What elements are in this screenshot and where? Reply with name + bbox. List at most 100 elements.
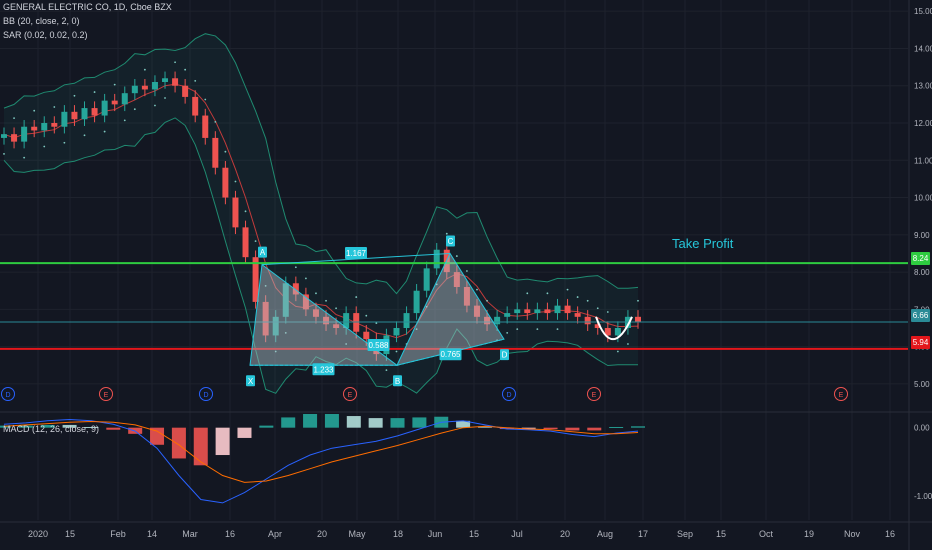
macd-y-tick-label: -1.00: [914, 492, 932, 501]
pattern-ratio-box: [345, 247, 367, 260]
macd-histogram-bar: [193, 427, 208, 466]
sar-dot: [476, 288, 478, 291]
rounding-bottom-arc: [595, 316, 633, 340]
sar-dot: [556, 328, 559, 331]
sar-dot: [536, 328, 539, 331]
macd-histogram-bar: [390, 418, 405, 428]
pattern-point-label-box: [258, 246, 267, 258]
macd-legend: MACD (12, 26, close, 9): [3, 424, 100, 434]
y-tick-label: 8.00: [914, 268, 930, 277]
sar-dot: [103, 130, 106, 133]
candle: [1, 134, 7, 138]
macd-histogram-bar: [543, 427, 558, 430]
sar-dot: [637, 299, 639, 302]
candle: [282, 283, 289, 317]
sar-dot: [576, 296, 579, 298]
candle: [31, 126, 38, 131]
pattern-ratio-label: 1.233: [313, 365, 334, 374]
candle: [514, 309, 521, 314]
macd-histogram-bar: [521, 427, 536, 429]
bollinger-basis: [3, 83, 639, 339]
pattern-point-label-box: [500, 349, 509, 361]
candle: [252, 257, 259, 302]
candle: [403, 313, 410, 328]
event-marker: [343, 387, 357, 401]
macd-histogram-bar: [259, 425, 274, 428]
candle: [463, 287, 470, 306]
sar-dot: [13, 117, 15, 120]
y-tick-label: 10.00: [914, 194, 932, 203]
macd-histogram-bar: [62, 424, 77, 428]
x-tick-label: 14: [147, 529, 157, 539]
macd-histogram-bar: [368, 418, 383, 428]
sar-dot: [305, 277, 307, 280]
candle: [524, 309, 531, 314]
sar-dot: [154, 104, 156, 107]
pattern-point-label-box: [246, 375, 255, 387]
macd-histogram-bar: [609, 426, 624, 428]
pattern-point-label-box: [446, 235, 455, 247]
event-marker: [834, 387, 848, 401]
candle: [484, 316, 491, 325]
x-tick-label: Oct: [759, 529, 774, 539]
candle: [81, 108, 88, 120]
pattern-ratio-box: [312, 363, 335, 376]
candle: [51, 123, 58, 127]
bollinger-band-fill: [4, 33, 638, 394]
sar-dot: [385, 369, 388, 372]
candle: [343, 313, 350, 328]
take-profit-price-tag: 8.24: [911, 252, 930, 265]
candle: [333, 324, 340, 328]
x-tick-label: 19: [804, 529, 814, 539]
candle: [91, 108, 98, 116]
macd-histogram-bar: [303, 414, 318, 428]
sar-dot: [616, 350, 619, 353]
stop-price-tag: 5.94: [911, 336, 930, 349]
candle: [41, 123, 48, 131]
macd-histogram-bar: [237, 427, 252, 438]
sar-dot: [194, 79, 197, 82]
pattern-point-label-box: [393, 375, 402, 387]
candle: [312, 309, 319, 317]
event-marker-label: E: [348, 392, 353, 399]
candle: [182, 85, 189, 97]
candle: [554, 305, 561, 314]
pattern-ratio-label: 0.765: [440, 350, 461, 359]
candle: [21, 126, 28, 142]
candle: [141, 85, 148, 90]
candle: [262, 301, 269, 336]
macd-histogram-bar: [456, 420, 471, 428]
sar-dot: [113, 83, 116, 86]
event-marker-label: D: [203, 392, 208, 399]
sar-dot: [526, 292, 529, 295]
x-tick-label: 16: [225, 529, 235, 539]
candle: [61, 111, 68, 127]
sar-dot: [264, 284, 267, 287]
x-tick-label: Mar: [182, 529, 198, 539]
macd-histogram-bar: [215, 427, 230, 456]
sar-dot: [466, 270, 468, 272]
pattern-ratio-label: 0.588: [368, 341, 389, 350]
y-tick-label: 9.00: [914, 231, 930, 240]
macd-histogram-bar: [477, 426, 492, 428]
macd-histogram-bar: [499, 427, 514, 430]
candle: [101, 100, 108, 116]
sar-dot: [627, 343, 629, 345]
macd-signal-line: [3, 420, 639, 483]
pattern-ratio-box: [439, 348, 462, 361]
sar-dot: [83, 134, 86, 137]
candle: [212, 137, 219, 168]
macd-histogram-bar: [587, 427, 602, 431]
candle: [242, 227, 249, 258]
bollinger-upper: [3, 33, 639, 295]
macd-histogram-bar: [40, 424, 55, 428]
x-tick-label: 15: [469, 529, 479, 539]
pattern-ratio-label: 1.167: [346, 249, 367, 258]
y-tick-label: 11.00: [914, 156, 932, 165]
candle: [453, 272, 460, 287]
x-tick-label: 16: [885, 529, 895, 539]
pattern-point-label: D: [502, 351, 508, 360]
candle: [504, 313, 511, 317]
sar-dot: [53, 106, 56, 108]
